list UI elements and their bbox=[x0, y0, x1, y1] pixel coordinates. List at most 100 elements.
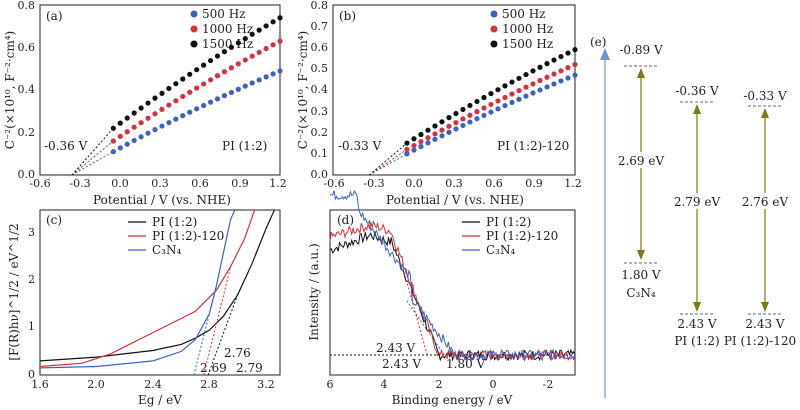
data-point bbox=[201, 102, 207, 109]
data-point bbox=[221, 93, 228, 99]
data-point bbox=[221, 69, 228, 75]
panel-b-ytick: 0.1 bbox=[311, 147, 329, 160]
gap-label-bg bbox=[616, 152, 666, 168]
panel-c-ytick: 2 bbox=[28, 273, 35, 286]
panel-b-xtick: 0.6 bbox=[485, 177, 503, 190]
data-point bbox=[516, 87, 522, 94]
vb-label: 1.80 V bbox=[621, 268, 661, 282]
data-point bbox=[537, 64, 543, 70]
data-point bbox=[173, 98, 179, 104]
panel-a-frame bbox=[39, 4, 281, 176]
data-point bbox=[214, 53, 221, 59]
data-point bbox=[425, 127, 431, 133]
panel-a-xtick: 0.0 bbox=[111, 177, 129, 190]
panel-c-ylabel: [F(R)hν]^1/2 / eV^1/2 bbox=[7, 223, 21, 360]
data-point bbox=[460, 122, 466, 129]
panel-a-tag: (a) bbox=[46, 9, 63, 23]
panel-a-xtick: 0.6 bbox=[191, 177, 209, 190]
data-point bbox=[249, 53, 255, 59]
panel-c-xtick: 2.4 bbox=[144, 378, 162, 391]
data-point bbox=[166, 85, 172, 92]
panel-a-ytick: 0.0 bbox=[18, 168, 36, 181]
panel-a: (a) 0.0 0.2 0.4 0.6 0.8 -0.6 -0.3 0.0 0.… bbox=[3, 0, 287, 207]
data-point bbox=[544, 61, 550, 67]
panel-c-yticks: 0 1 2 3 bbox=[28, 226, 35, 381]
panel-d-xtick: 0 bbox=[490, 378, 497, 391]
data-point bbox=[228, 89, 234, 96]
panel-d-tag: (d) bbox=[337, 213, 354, 227]
data-point bbox=[495, 87, 501, 93]
panel-c-annotation: 2.76 bbox=[224, 346, 251, 360]
data-point bbox=[432, 123, 438, 129]
tangent-line bbox=[403, 269, 428, 356]
data-point bbox=[411, 147, 417, 153]
panel-b-flatband-label: -0.33 V bbox=[338, 139, 382, 153]
data-point bbox=[516, 75, 522, 81]
data-point bbox=[565, 65, 571, 71]
data-point bbox=[263, 23, 269, 29]
cb-label: -0.36 V bbox=[675, 84, 719, 98]
panel-c-annotation: 2.79 bbox=[236, 361, 263, 375]
data-point bbox=[187, 89, 193, 95]
data-point bbox=[138, 105, 144, 111]
data-point bbox=[194, 106, 200, 112]
extrapolation-line bbox=[71, 140, 114, 176]
panel-a-legend-label: 500 Hz bbox=[202, 7, 246, 21]
panel-d-ylabel: Intensity / (a.u.) bbox=[307, 243, 321, 340]
data-point bbox=[124, 115, 130, 121]
panel-b: (b) 0.0 0.1 0.2 0.3 0.4 0.5 0.6 0.7 0.8 … bbox=[296, 0, 582, 207]
panel-c-xtick: 3.2 bbox=[257, 378, 275, 391]
data-point bbox=[488, 101, 494, 108]
data-point bbox=[446, 129, 452, 135]
panel-d-frame bbox=[329, 209, 576, 376]
tangent-line bbox=[405, 299, 445, 356]
panel-a-flatband-label: -0.36 V bbox=[44, 139, 88, 153]
panel-b-ytick: 0.8 bbox=[311, 0, 329, 12]
data-point bbox=[530, 68, 536, 74]
data-point bbox=[439, 127, 445, 133]
data-point bbox=[145, 115, 151, 121]
data-point bbox=[509, 99, 515, 105]
data-point bbox=[411, 136, 417, 142]
data-point bbox=[488, 90, 494, 97]
data-point bbox=[221, 49, 228, 55]
panel-e-tag: (e) bbox=[590, 35, 606, 49]
panel-d-annotation: 2.43 V bbox=[382, 357, 422, 371]
data-point bbox=[481, 94, 487, 101]
panel-e: (e) -0.89 V 2.69 eV 1.80 V C₃N₄ -0.36 V … bbox=[590, 35, 796, 398]
gap-label: 2.69 eV bbox=[618, 154, 665, 168]
data-point bbox=[418, 143, 424, 150]
data-point bbox=[117, 145, 123, 151]
panel-d-xtick: -2 bbox=[543, 378, 554, 391]
data-point bbox=[565, 75, 571, 81]
panel-b-ytick: 0.2 bbox=[311, 126, 329, 139]
data-point bbox=[439, 133, 445, 139]
data-point bbox=[537, 77, 543, 84]
data-point bbox=[110, 138, 116, 144]
panel-c-ytick: 0 bbox=[28, 368, 35, 381]
spectrum-c3n4 bbox=[329, 189, 576, 362]
data-point bbox=[124, 129, 130, 135]
data-point bbox=[558, 53, 564, 60]
panel-a-legend-marker bbox=[190, 25, 198, 33]
panel-b-ytick: 0.5 bbox=[311, 62, 329, 75]
panel-b-tag: (b) bbox=[339, 9, 356, 23]
data-point bbox=[235, 61, 241, 67]
panel-a-series-layer bbox=[71, 15, 283, 176]
extrapolation-line bbox=[71, 151, 114, 176]
curve-pi-1-2 bbox=[39, 209, 275, 362]
data-point bbox=[453, 110, 459, 117]
data-point bbox=[242, 57, 248, 63]
data-point bbox=[263, 45, 269, 52]
panel-d-xtick: 4 bbox=[381, 378, 388, 391]
data-point bbox=[446, 123, 452, 129]
data-point bbox=[565, 50, 571, 56]
data-point bbox=[523, 71, 529, 78]
arrowhead bbox=[761, 302, 769, 312]
data-point bbox=[166, 119, 172, 126]
panel-b-xtick: 0.3 bbox=[445, 177, 463, 190]
panel-b-series-layer bbox=[368, 47, 578, 176]
material-label: PI (1:2)-120 bbox=[724, 334, 796, 348]
arrowhead bbox=[761, 108, 769, 118]
